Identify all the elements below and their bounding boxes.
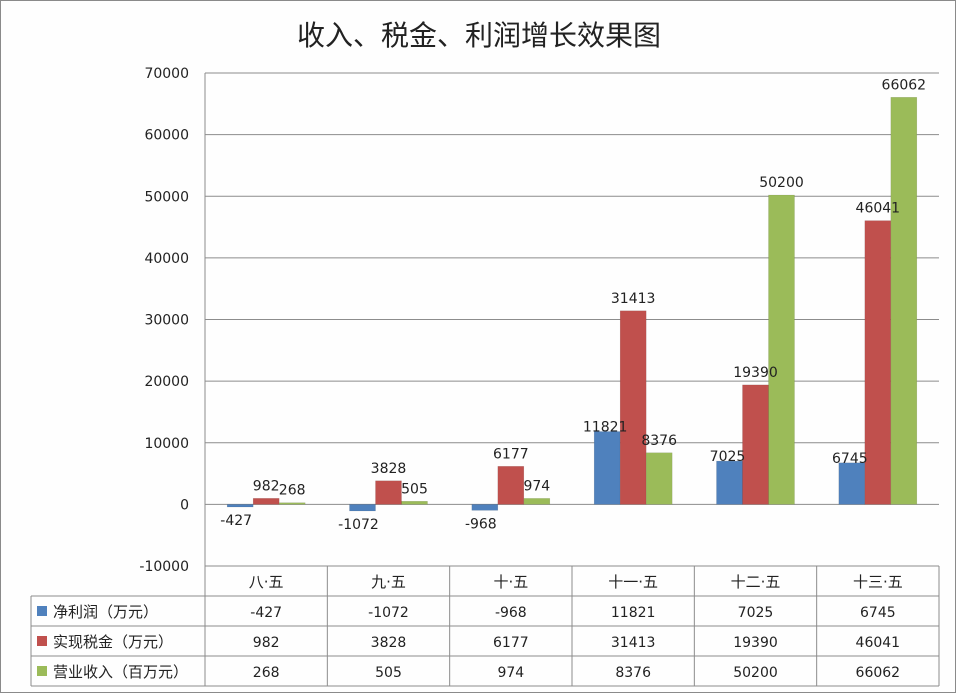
data-labels: -427 982 268 -1072 3828 505 -968 6177 974 11821 31… bbox=[220, 77, 926, 533]
y-tick-label: 20000 bbox=[144, 374, 189, 390]
bar-0-0 bbox=[226, 504, 254, 508]
category-label: 八·五 bbox=[249, 573, 284, 591]
table-cell: 3828 bbox=[371, 635, 407, 651]
category-label: 九·五 bbox=[371, 573, 406, 591]
data-label: 974 bbox=[523, 478, 550, 494]
table-cell: 268 bbox=[253, 665, 280, 681]
data-label: 6177 bbox=[493, 446, 529, 462]
data-label: 982 bbox=[253, 478, 280, 494]
data-label: 66062 bbox=[882, 77, 927, 93]
table-cell: -968 bbox=[495, 605, 527, 621]
bar-2-2 bbox=[523, 498, 551, 505]
bar-2-5 bbox=[890, 97, 918, 505]
y-tick-label: -10000 bbox=[139, 559, 189, 575]
y-tick-label: 70000 bbox=[144, 66, 189, 82]
legend-swatch-2 bbox=[37, 666, 47, 676]
category-label: 十·五 bbox=[493, 573, 528, 591]
bar-0-5 bbox=[838, 462, 866, 505]
category-label: 十三·五 bbox=[853, 573, 903, 591]
bar-1-5 bbox=[864, 220, 892, 505]
table-cell: 50200 bbox=[733, 665, 778, 681]
bar-1-3 bbox=[619, 310, 647, 505]
bar-0-3 bbox=[593, 431, 621, 505]
table-cell: 46041 bbox=[856, 635, 901, 651]
data-label: 31413 bbox=[611, 291, 656, 307]
table-cell: -427 bbox=[250, 605, 282, 621]
y-tick-label: 50000 bbox=[144, 189, 189, 205]
legend-label: 营业收入（百万元） bbox=[53, 663, 188, 681]
data-label: 505 bbox=[401, 481, 428, 497]
data-label: 11821 bbox=[583, 420, 628, 436]
bar-2-0 bbox=[278, 502, 306, 505]
bar-1-1 bbox=[375, 480, 402, 505]
y-tick-label: 0 bbox=[180, 497, 189, 513]
y-tick-label: 10000 bbox=[144, 436, 189, 452]
data-label: 268 bbox=[279, 483, 306, 499]
legend-swatch-1 bbox=[37, 636, 47, 646]
data-label: 50200 bbox=[759, 175, 804, 191]
data-label: 19390 bbox=[733, 365, 778, 381]
y-tick-label: 40000 bbox=[144, 251, 189, 267]
data-label: 46041 bbox=[856, 201, 901, 217]
table-cell: 505 bbox=[375, 665, 402, 681]
bar-2-3 bbox=[645, 452, 673, 505]
legend-label: 实现税金（万元） bbox=[53, 633, 173, 651]
bar-0-2 bbox=[471, 504, 499, 511]
table-cell: 7025 bbox=[738, 605, 774, 621]
data-label: 7025 bbox=[710, 449, 746, 465]
table-cell: 31413 bbox=[611, 635, 656, 651]
bars bbox=[226, 97, 918, 512]
bar-1-4 bbox=[742, 384, 769, 505]
bar-1-0 bbox=[252, 498, 280, 505]
category-label: 十二·五 bbox=[731, 573, 781, 591]
table-cell: 8376 bbox=[615, 665, 651, 681]
table-cell: 974 bbox=[497, 665, 524, 681]
table-cell: -1072 bbox=[368, 605, 409, 621]
bar-2-1 bbox=[401, 501, 428, 505]
chart-title: 收入、税金、利润增长效果图 bbox=[297, 19, 661, 52]
table-cell: 66062 bbox=[856, 665, 901, 681]
bar-0-4 bbox=[716, 460, 743, 505]
table-cell: 982 bbox=[253, 635, 280, 651]
table-cell: 19390 bbox=[733, 635, 778, 651]
table-cell: 6177 bbox=[493, 635, 529, 651]
bar-0-1 bbox=[349, 504, 376, 512]
category-label: 十一·五 bbox=[608, 573, 658, 591]
legend-label: 净利润（万元） bbox=[53, 603, 158, 621]
legend-swatch-0 bbox=[37, 606, 47, 616]
bar-2-4 bbox=[768, 194, 795, 505]
data-label: -968 bbox=[465, 516, 497, 532]
data-label: 8376 bbox=[641, 433, 677, 449]
y-tick-label: 60000 bbox=[144, 128, 189, 144]
data-label: -1072 bbox=[338, 517, 379, 533]
data-label: 3828 bbox=[371, 461, 407, 477]
y-axis: -10000 0 10000 20000 30000 40000 50000 60000 700… bbox=[139, 66, 206, 575]
table-cell: 6745 bbox=[860, 605, 896, 621]
gridlines bbox=[205, 72, 939, 505]
bar-1-2 bbox=[497, 466, 525, 505]
table-cell: 11821 bbox=[611, 605, 656, 621]
y-tick-label: 30000 bbox=[144, 313, 189, 329]
data-label: 6745 bbox=[832, 451, 868, 467]
data-label: -427 bbox=[220, 513, 252, 529]
